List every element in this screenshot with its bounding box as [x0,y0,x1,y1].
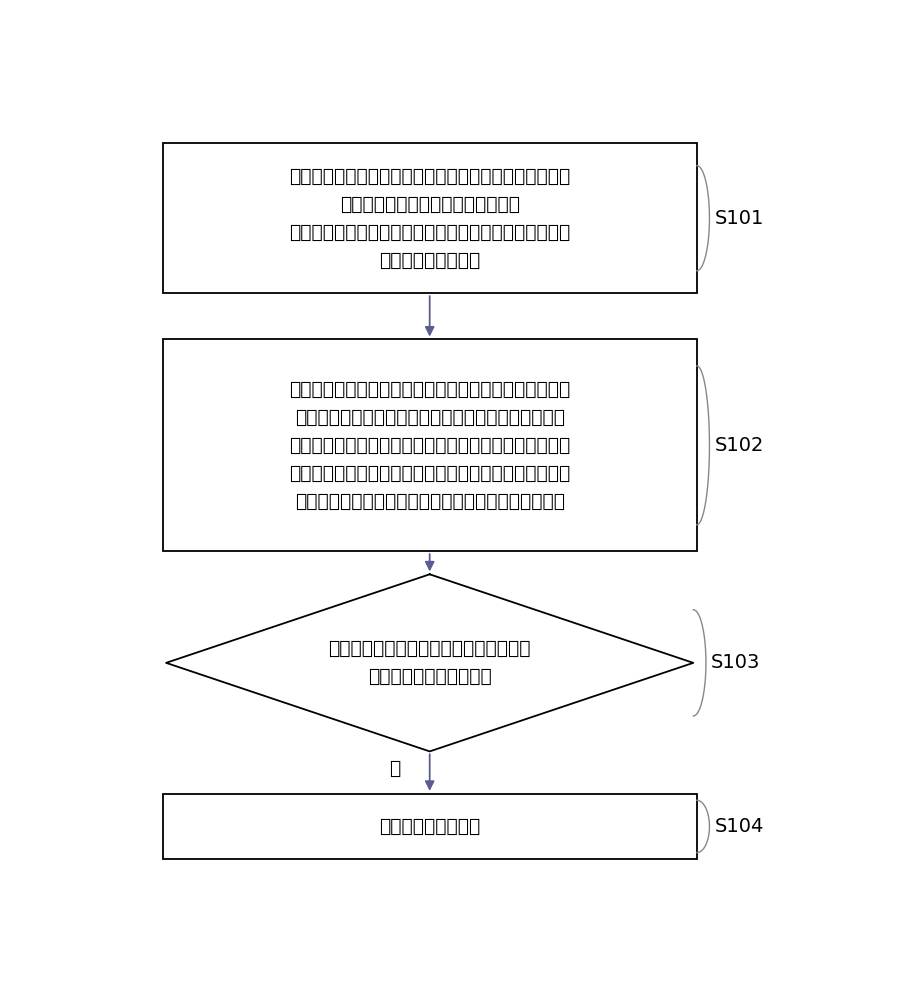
Text: S104: S104 [715,817,764,836]
Text: S102: S102 [715,436,764,455]
Text: 是: 是 [389,759,400,778]
Text: 判断过冷阀发生故障: 判断过冷阀发生故障 [379,817,481,836]
Text: 当过冷阀发生异常时，控制过冷阀开至第一开度并获取第
一温度差，并控制过冷阀开至第二开度并获取第二温度
差，其中，第一温度差为过冷阀开至第一开度时主流出温
度值与: 当过冷阀发生异常时，控制过冷阀开至第一开度并获取第 一温度差，并控制过冷阀开至第… [289,380,571,511]
Bar [162,794,697,859]
Text: 判断第一温度差与第二温度差之间的差值
是否小于或等于预设阈值: 判断第一温度差与第二温度差之间的差值 是否小于或等于预设阈值 [328,639,531,686]
Text: 每隔预设时间检测过冷换热器的主流入温度值和主流出温
度值，直至检测次数达到预设次数，
并根据每次检测对应的主流入温度值和主流出温度值判断
过冷阀是否发生异常: 每隔预设时间检测过冷换热器的主流入温度值和主流出温 度值，直至检测次数达到预设次… [289,167,571,270]
Bar [162,143,697,293]
Bar [162,339,697,551]
Text: S103: S103 [711,653,760,672]
Text: S101: S101 [715,209,764,228]
